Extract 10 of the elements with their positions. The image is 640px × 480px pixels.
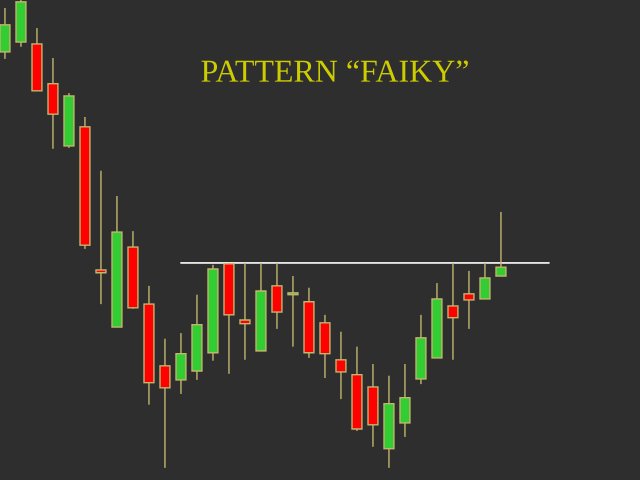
text: PATTERN “FAIKY”	[201, 60, 468, 82]
candlestick	[239, 262, 251, 360]
candlestick	[159, 338, 171, 469]
candlestick	[95, 170, 107, 305]
candlestick	[495, 211, 507, 277]
candlestick	[447, 262, 459, 360]
candlestick	[479, 262, 491, 300]
candlestick	[463, 270, 475, 330]
candlestick	[335, 331, 347, 400]
candlestick	[287, 275, 299, 348]
